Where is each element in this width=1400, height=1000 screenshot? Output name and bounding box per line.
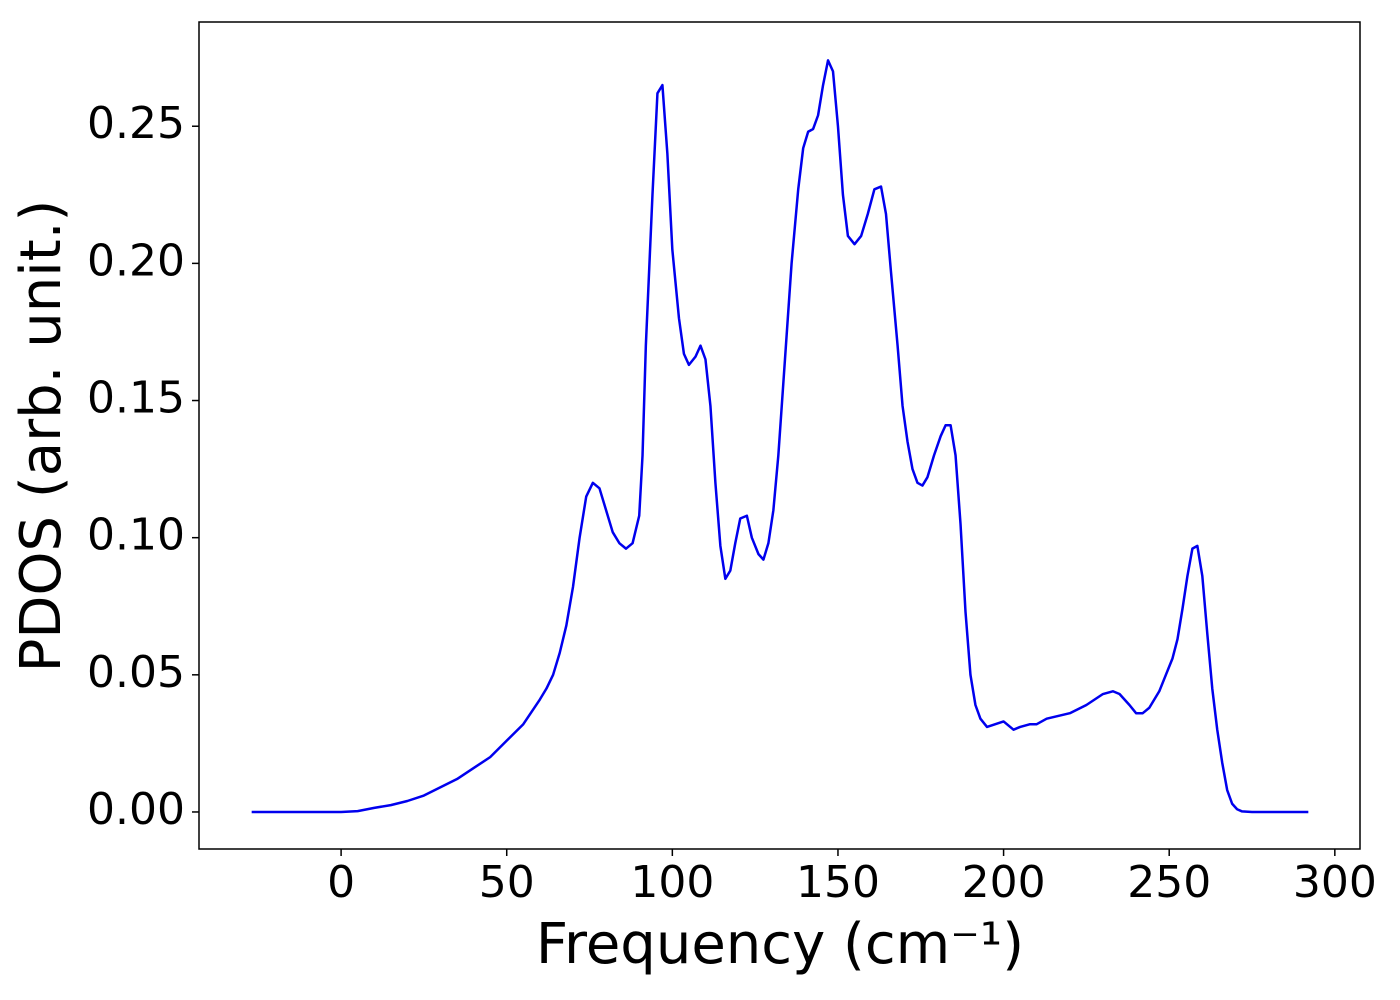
x-tick-label: 100 xyxy=(630,857,714,908)
y-tick-label: 0.05 xyxy=(87,647,185,698)
x-axis-label: Frequency (cm⁻¹) xyxy=(536,912,1024,977)
y-tick-label: 0.15 xyxy=(87,373,185,424)
y-tick-label: 0.20 xyxy=(87,235,185,286)
y-axis-label: PDOS (arb. unit.) xyxy=(9,200,74,673)
x-tick-label: 200 xyxy=(962,857,1046,908)
y-tick-label: 0.10 xyxy=(87,510,185,561)
x-tick-label: 300 xyxy=(1293,857,1377,908)
x-tick-label: 150 xyxy=(796,857,880,908)
pdos-line xyxy=(251,59,1309,814)
plot-frame xyxy=(198,21,1361,850)
x-tick-label: 0 xyxy=(327,857,355,908)
y-tick-label: 0.25 xyxy=(87,98,185,149)
y-tick-label: 0.00 xyxy=(87,784,185,835)
x-tick-label: 250 xyxy=(1127,857,1211,908)
x-tick-label: 50 xyxy=(479,857,535,908)
